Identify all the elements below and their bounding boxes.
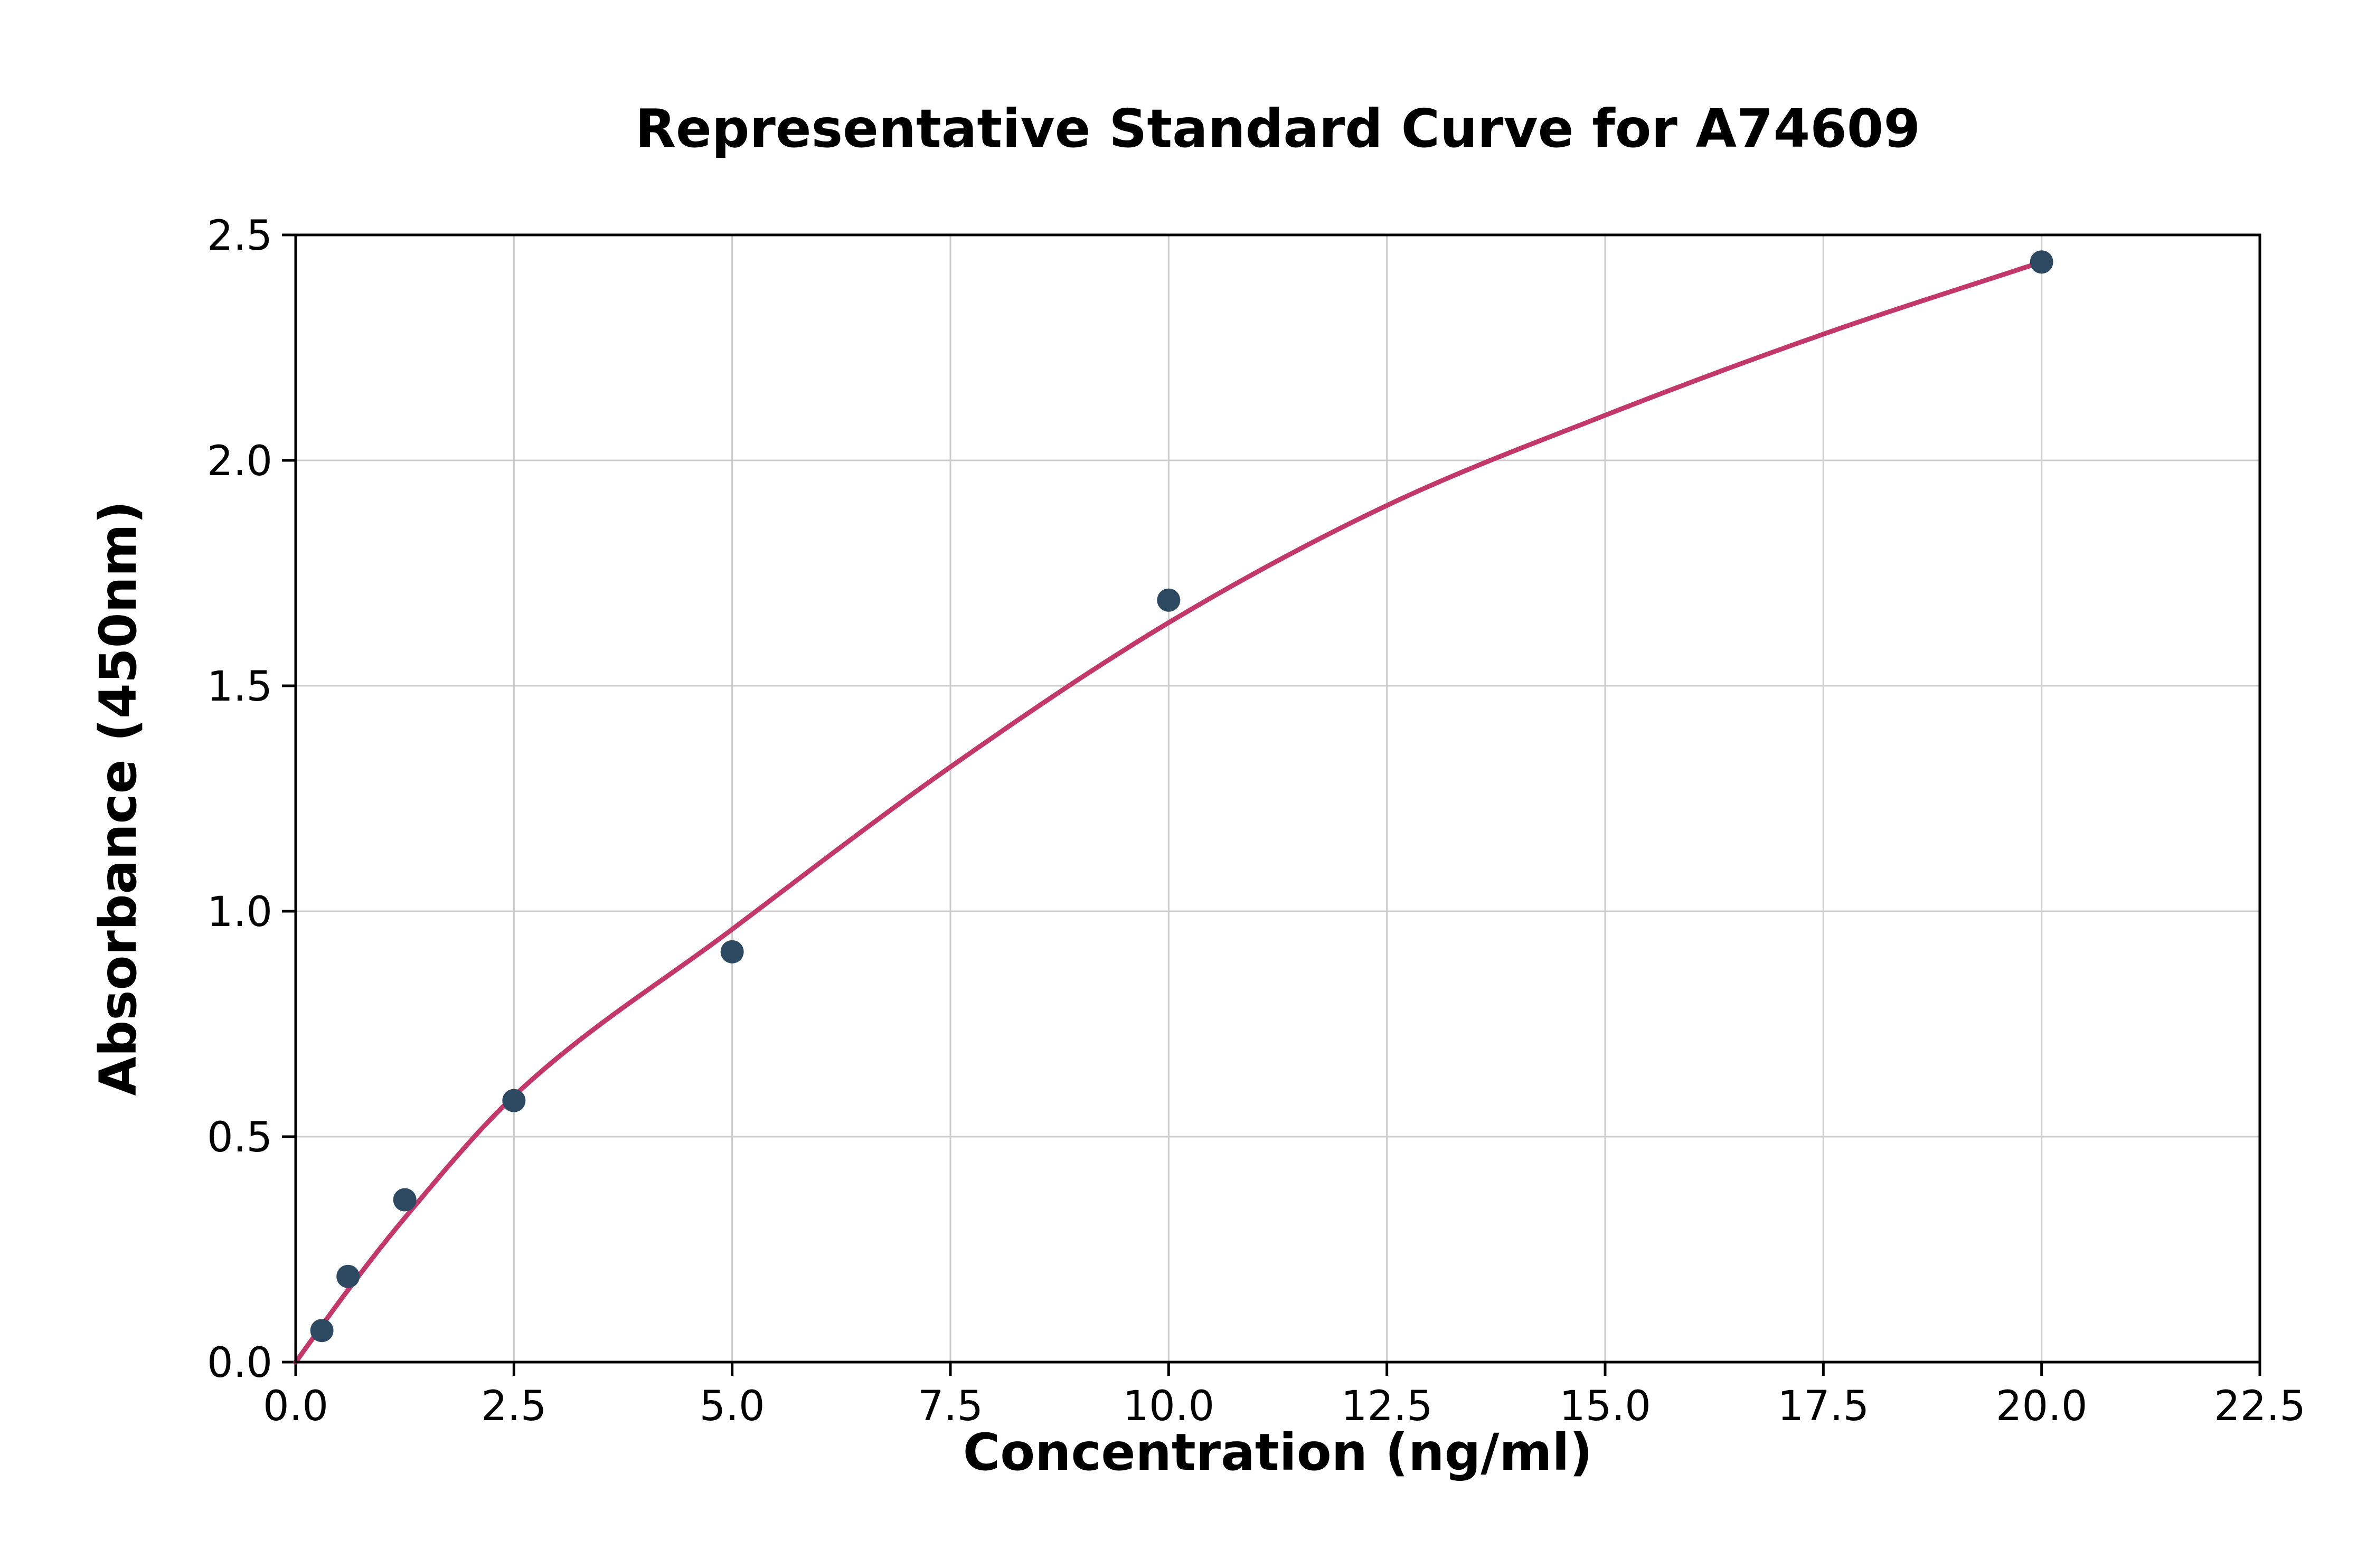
data-point bbox=[502, 1089, 526, 1112]
data-point bbox=[393, 1188, 417, 1212]
data-point bbox=[2030, 250, 2053, 274]
data-point bbox=[1157, 588, 1181, 612]
data-point bbox=[336, 1264, 360, 1288]
fit-curve-line bbox=[293, 259, 2044, 1365]
y-tick-label: 1.5 bbox=[207, 663, 272, 711]
x-tick-label: 22.5 bbox=[2214, 1383, 2306, 1430]
y-tick-label: 2.0 bbox=[207, 438, 272, 485]
x-tick-label: 2.5 bbox=[481, 1383, 546, 1430]
x-tick-label: 5.0 bbox=[700, 1383, 765, 1430]
x-tick-label: 0.0 bbox=[263, 1383, 328, 1430]
x-tick-label: 12.5 bbox=[1341, 1383, 1433, 1430]
x-tick-label: 20.0 bbox=[1996, 1383, 2088, 1430]
y-tick-label: 0.0 bbox=[207, 1339, 272, 1387]
y-tick-label: 1.0 bbox=[207, 889, 272, 936]
x-axis-label: Concentration (ng/ml) bbox=[963, 1423, 1593, 1482]
x-tick-label: 15.0 bbox=[1559, 1383, 1651, 1430]
chart-title: Representative Standard Curve for A74609 bbox=[635, 98, 1920, 159]
data-point bbox=[310, 1319, 334, 1343]
x-tick-label: 7.5 bbox=[918, 1383, 983, 1430]
x-tick-label: 10.0 bbox=[1123, 1383, 1214, 1430]
y-tick-label: 2.5 bbox=[207, 212, 272, 260]
plot-border bbox=[294, 233, 2261, 1364]
x-tick-label: 17.5 bbox=[1777, 1383, 1869, 1430]
y-tick-label: 0.5 bbox=[207, 1114, 272, 1161]
data-point bbox=[720, 940, 744, 964]
